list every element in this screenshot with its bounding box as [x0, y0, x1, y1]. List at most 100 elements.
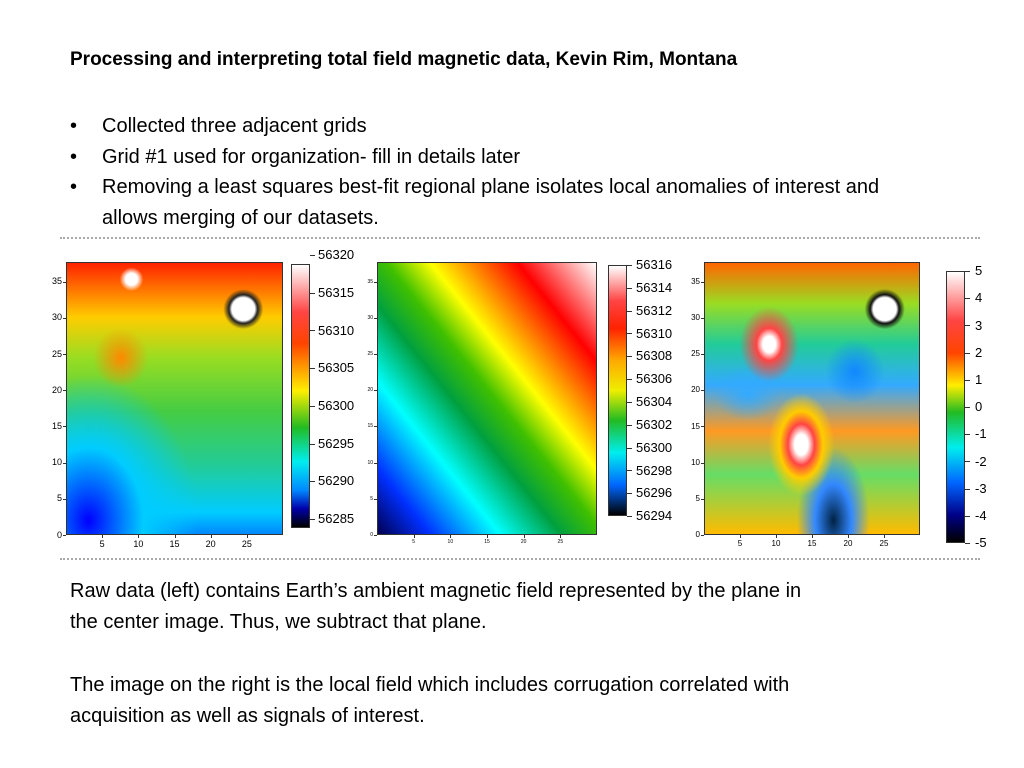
colorbar-label: -5 [975, 535, 987, 551]
y-tick-label: 35 [51, 276, 62, 287]
y-tick-label: 15 [367, 423, 373, 430]
colorbar-tick [310, 405, 315, 407]
colorbar-tick [310, 519, 315, 520]
y-tick-label: 20 [367, 387, 373, 394]
colorbar-tick [310, 292, 315, 294]
y-tick [63, 317, 66, 319]
colorbar-label: 56300 [636, 439, 673, 455]
colorbar-tick [627, 379, 632, 381]
bullet: Removing a least squares best-fit region… [70, 172, 890, 233]
paragraph: Raw data (left) contains Earth’s ambient… [70, 580, 802, 633]
colorbar-tick [627, 516, 632, 517]
bullet: Collected three adjacent grids [70, 111, 890, 142]
x-tick [210, 535, 212, 538]
colorbar-label: 3 [975, 317, 983, 333]
y-tick-label: 30 [367, 314, 373, 321]
colorbar-tick [310, 330, 315, 332]
colorbar-label: 56304 [636, 394, 673, 410]
y-tick [701, 426, 704, 428]
y-tick [701, 390, 704, 392]
colorbar-tick [627, 333, 632, 335]
x-tick-label: 5 [412, 539, 416, 545]
x-tick [102, 535, 104, 538]
colorbar-label: 56290 [318, 473, 355, 489]
y-tick [63, 390, 66, 392]
colorbar-tick [965, 488, 970, 490]
colorbar-tick [965, 352, 970, 354]
y-tick-label: 5 [370, 495, 373, 502]
x-tick [812, 535, 813, 538]
y-tick-label: 10 [367, 459, 373, 466]
x-tick-label: 10 [447, 539, 454, 545]
colorbar-label: 56310 [318, 322, 355, 338]
y-tick [701, 498, 704, 500]
y-tick [374, 353, 377, 355]
colorbar-tick [965, 515, 970, 517]
y-tick [374, 390, 377, 392]
colorbar-tick [627, 310, 632, 312]
y-tick [374, 462, 377, 464]
colorbar-label: 56312 [636, 302, 673, 318]
y-tick [374, 281, 377, 283]
colorbar-label: 56310 [636, 325, 673, 341]
y-tick-label: 20 [51, 384, 62, 395]
colorbar-tick [310, 255, 315, 256]
colorbar-label: 0 [975, 399, 983, 415]
x-tick-label: 5 [737, 539, 743, 548]
colorbar-label: -4 [975, 508, 987, 523]
x-tick-label: 5 [99, 539, 105, 549]
colorbar-label: 2 [975, 344, 983, 360]
x-tick [740, 535, 741, 538]
slide-title: Processing and interpreting total field … [70, 49, 738, 70]
x-tick-label: 20 [520, 539, 527, 545]
y-tick [701, 281, 704, 283]
colorbar [291, 264, 310, 528]
y-tick-label: 0 [695, 530, 700, 540]
y-tick-label: 5 [56, 493, 62, 504]
x-tick [138, 535, 140, 538]
colorbar-label: 56298 [636, 462, 673, 478]
x-tick-label: 10 [771, 539, 781, 548]
map-image [377, 262, 597, 535]
colorbar-tick [965, 298, 970, 300]
y-tick-label: 10 [51, 457, 62, 468]
x-tick [174, 535, 176, 538]
y-tick [63, 535, 66, 536]
divider [60, 237, 980, 239]
y-tick-label: 25 [51, 348, 62, 359]
map-image [704, 262, 920, 535]
bullet-list: Collected three adjacent grids Grid #1 u… [70, 111, 890, 233]
y-tick [63, 426, 66, 428]
colorbar-tick [965, 461, 970, 463]
y-tick [63, 462, 66, 464]
colorbar-label: 56320 [318, 247, 355, 263]
x-tick [848, 535, 849, 538]
x-tick-label: 15 [484, 539, 490, 545]
y-tick [701, 353, 704, 355]
y-tick-label: 25 [691, 349, 700, 359]
divider [60, 558, 980, 560]
y-tick-label: 10 [691, 457, 700, 467]
colorbar-label: 56305 [318, 360, 355, 376]
y-tick-label: 0 [370, 532, 373, 538]
colorbar-label: 56308 [636, 348, 673, 364]
y-tick-label: 35 [367, 278, 373, 285]
colorbar-tick [310, 481, 315, 483]
x-tick [487, 535, 488, 538]
x-tick [776, 535, 777, 538]
colorbar-tick [310, 368, 315, 370]
colorbar-label: -1 [975, 426, 987, 442]
y-tick [63, 281, 66, 283]
y-tick-label: 25 [367, 350, 373, 357]
colorbar-label: 5 [975, 263, 983, 279]
x-tick [884, 535, 885, 538]
colorbar-label: 56296 [636, 485, 673, 501]
y-tick [63, 353, 66, 355]
colorbar-label: -2 [975, 453, 987, 469]
x-tick-label: 25 [557, 539, 564, 545]
y-tick [374, 535, 377, 536]
x-tick-label: 20 [843, 539, 853, 548]
colorbar-tick [965, 271, 970, 272]
colorbar-tick [310, 443, 315, 445]
